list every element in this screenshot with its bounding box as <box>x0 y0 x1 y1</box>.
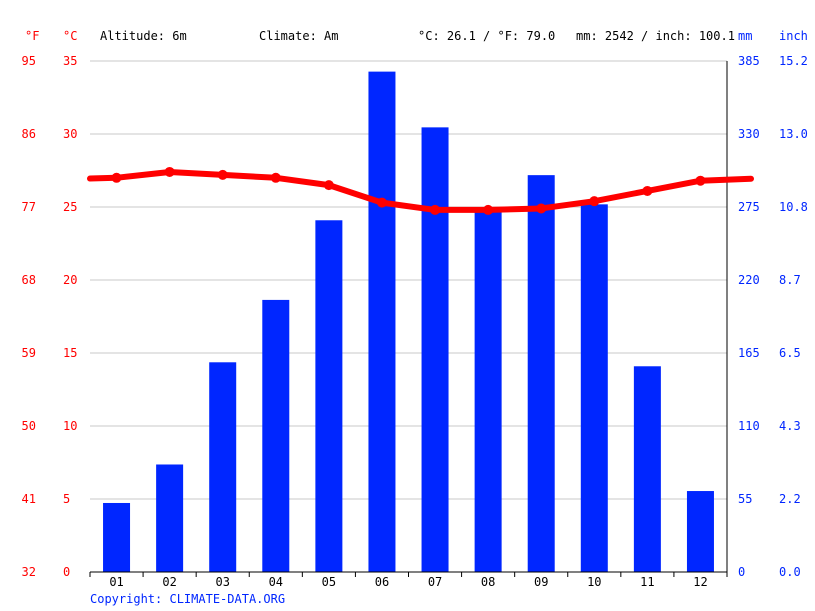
month-label: 06 <box>375 575 389 589</box>
celsius-tick-label: 35 <box>63 54 77 68</box>
precipitation-bar <box>209 362 237 572</box>
precipitation-bar <box>156 464 184 572</box>
temperature-point <box>111 172 122 183</box>
temperature-point <box>270 172 281 183</box>
mm-tick-label: 165 <box>738 346 760 360</box>
inch-tick-label: 8.7 <box>779 273 801 287</box>
temperature-point <box>323 180 334 191</box>
inch-tick-label: 13.0 <box>779 127 808 141</box>
inch-tick-label: 0.0 <box>779 565 801 579</box>
mm-tick-label: 275 <box>738 200 760 214</box>
month-label: 08 <box>481 575 495 589</box>
celsius-tick-label: 20 <box>63 273 77 287</box>
fahrenheit-tick-label: 32 <box>22 565 36 579</box>
temperature-point <box>589 196 600 207</box>
month-label: 04 <box>269 575 283 589</box>
month-label: 10 <box>587 575 601 589</box>
inch-tick-label: 10.8 <box>779 200 808 214</box>
temperature-point <box>483 204 494 215</box>
month-label: 11 <box>640 575 654 589</box>
mm-tick-label: 110 <box>738 419 760 433</box>
celsius-tick-label: 25 <box>63 200 77 214</box>
month-label: 01 <box>109 575 123 589</box>
precipitation-bar <box>633 366 661 572</box>
month-label: 02 <box>162 575 176 589</box>
month-label: 07 <box>428 575 442 589</box>
inch-unit-label: inch <box>779 29 808 43</box>
inch-tick-label: 6.5 <box>779 346 801 360</box>
fahrenheit-tick-label: 77 <box>22 200 36 214</box>
inch-tick-label: 2.2 <box>779 492 801 506</box>
mm-tick-label: 330 <box>738 127 760 141</box>
month-label: 09 <box>534 575 548 589</box>
average-temperature-label: °C: 26.1 / °F: 79.0 <box>418 29 556 43</box>
altitude-label: Altitude: 6m <box>100 29 187 43</box>
celsius-tick-label: 0 <box>63 565 70 579</box>
mm-tick-label: 385 <box>738 54 760 68</box>
fahrenheit-tick-label: 95 <box>22 54 36 68</box>
mm-tick-label: 0 <box>738 565 745 579</box>
temperature-point <box>695 175 706 186</box>
temperature-line <box>87 168 754 213</box>
month-label: 03 <box>215 575 229 589</box>
mm-tick-label: 220 <box>738 273 760 287</box>
month-label: 05 <box>322 575 336 589</box>
annual-precipitation-label: mm: 2542 / inch: 100.1 <box>576 29 735 43</box>
temperature-point <box>164 166 175 177</box>
mm-tick-label: 55 <box>738 492 752 506</box>
precipitation-bar <box>315 220 343 573</box>
fahrenheit-tick-label: 50 <box>22 419 36 433</box>
precipitation-bar <box>368 71 396 573</box>
fahrenheit-tick-label: 68 <box>22 273 36 287</box>
temperature-point <box>430 204 441 215</box>
precipitation-bar <box>474 207 502 572</box>
celsius-tick-label: 10 <box>63 419 77 433</box>
fahrenheit-tick-label: 59 <box>22 346 36 360</box>
temperature-point <box>217 169 228 180</box>
precipitation-bar <box>580 204 608 572</box>
temperature-point <box>642 185 653 196</box>
temperature-point <box>536 203 547 214</box>
precipitation-bar <box>686 491 714 572</box>
celsius-tick-label: 30 <box>63 127 77 141</box>
inch-tick-label: 4.3 <box>779 419 801 433</box>
precipitation-bar <box>103 502 131 572</box>
celsius-unit-label: °C <box>63 29 78 43</box>
inch-tick-label: 15.2 <box>779 54 808 68</box>
celsius-tick-label: 5 <box>63 492 70 506</box>
mm-unit-label: mm <box>738 29 753 43</box>
copyright-link[interactable]: Copyright: CLIMATE-DATA.ORG <box>90 592 286 606</box>
fahrenheit-tick-label: 41 <box>22 492 36 506</box>
precipitation-bar <box>527 175 555 573</box>
celsius-tick-label: 15 <box>63 346 77 360</box>
precipitation-bar <box>262 299 290 572</box>
fahrenheit-tick-label: 86 <box>22 127 36 141</box>
month-label: 12 <box>693 575 707 589</box>
precipitation-bar <box>421 127 449 572</box>
fahrenheit-unit-label: °F <box>25 29 40 43</box>
temperature-point <box>376 197 387 208</box>
climate-label: Climate: Am <box>259 29 339 43</box>
